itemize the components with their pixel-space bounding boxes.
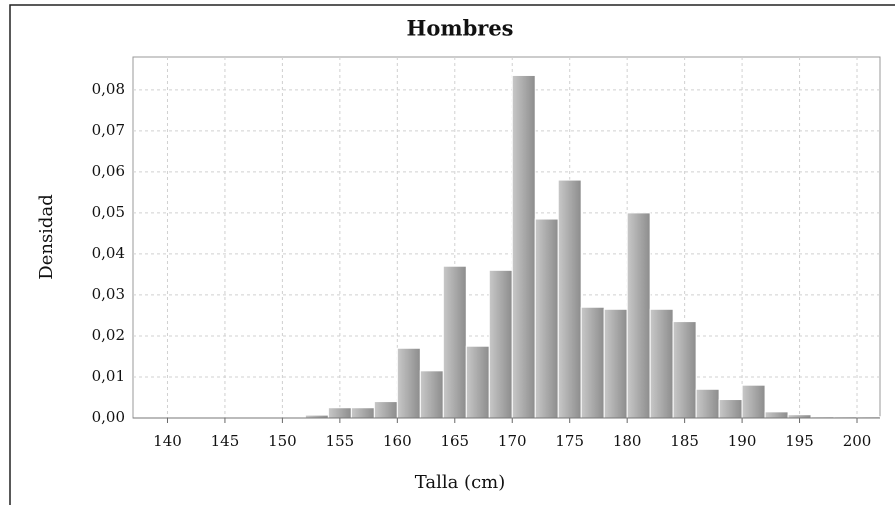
bar	[442, 265, 467, 419]
x-axis-label: Talla (cm)	[415, 472, 506, 493]
x-tick-label: 200	[843, 432, 872, 450]
bar	[603, 308, 628, 419]
bar	[718, 399, 743, 419]
y-tick-label: 0,08	[92, 80, 125, 98]
y-tick-label: 0,03	[92, 285, 125, 303]
bar	[488, 269, 513, 419]
x-tick-label: 175	[555, 432, 584, 450]
x-tick-label: 170	[498, 432, 527, 450]
bar	[649, 308, 674, 419]
x-tick-label: 180	[613, 432, 642, 450]
bar	[373, 401, 398, 419]
y-tick-label: 0,07	[92, 121, 125, 139]
bar	[327, 407, 352, 419]
y-axis-label: Densidad	[36, 194, 57, 279]
x-tick-label: 140	[153, 432, 182, 450]
x-tick-label: 145	[211, 432, 240, 450]
x-tick-label: 195	[785, 432, 814, 450]
x-tick-label: 155	[326, 432, 355, 450]
y-tick-label: 0,00	[92, 408, 125, 426]
bar	[350, 407, 375, 419]
bar	[534, 218, 559, 419]
bar	[741, 384, 766, 419]
x-tick-label: 150	[268, 432, 297, 450]
y-tick-label: 0,01	[92, 367, 125, 385]
bar	[511, 74, 536, 419]
bar	[419, 370, 444, 419]
x-tick-label: 190	[728, 432, 757, 450]
y-tick-label: 0,06	[92, 162, 125, 180]
bar	[626, 212, 651, 419]
x-tick-label: 165	[440, 432, 469, 450]
x-tick-label: 185	[670, 432, 699, 450]
bar	[465, 345, 490, 419]
x-tick-label: 160	[383, 432, 412, 450]
y-tick-label: 0,04	[92, 244, 125, 262]
bar	[672, 321, 697, 419]
bar	[764, 411, 789, 419]
bar	[557, 179, 582, 419]
bar	[695, 388, 720, 419]
chart-title: Hombres	[407, 16, 514, 41]
bar	[580, 306, 605, 419]
frame	[9, 4, 895, 505]
y-tick-label: 0,02	[92, 326, 125, 344]
bar	[396, 347, 421, 419]
y-tick-label: 0,05	[92, 203, 125, 221]
